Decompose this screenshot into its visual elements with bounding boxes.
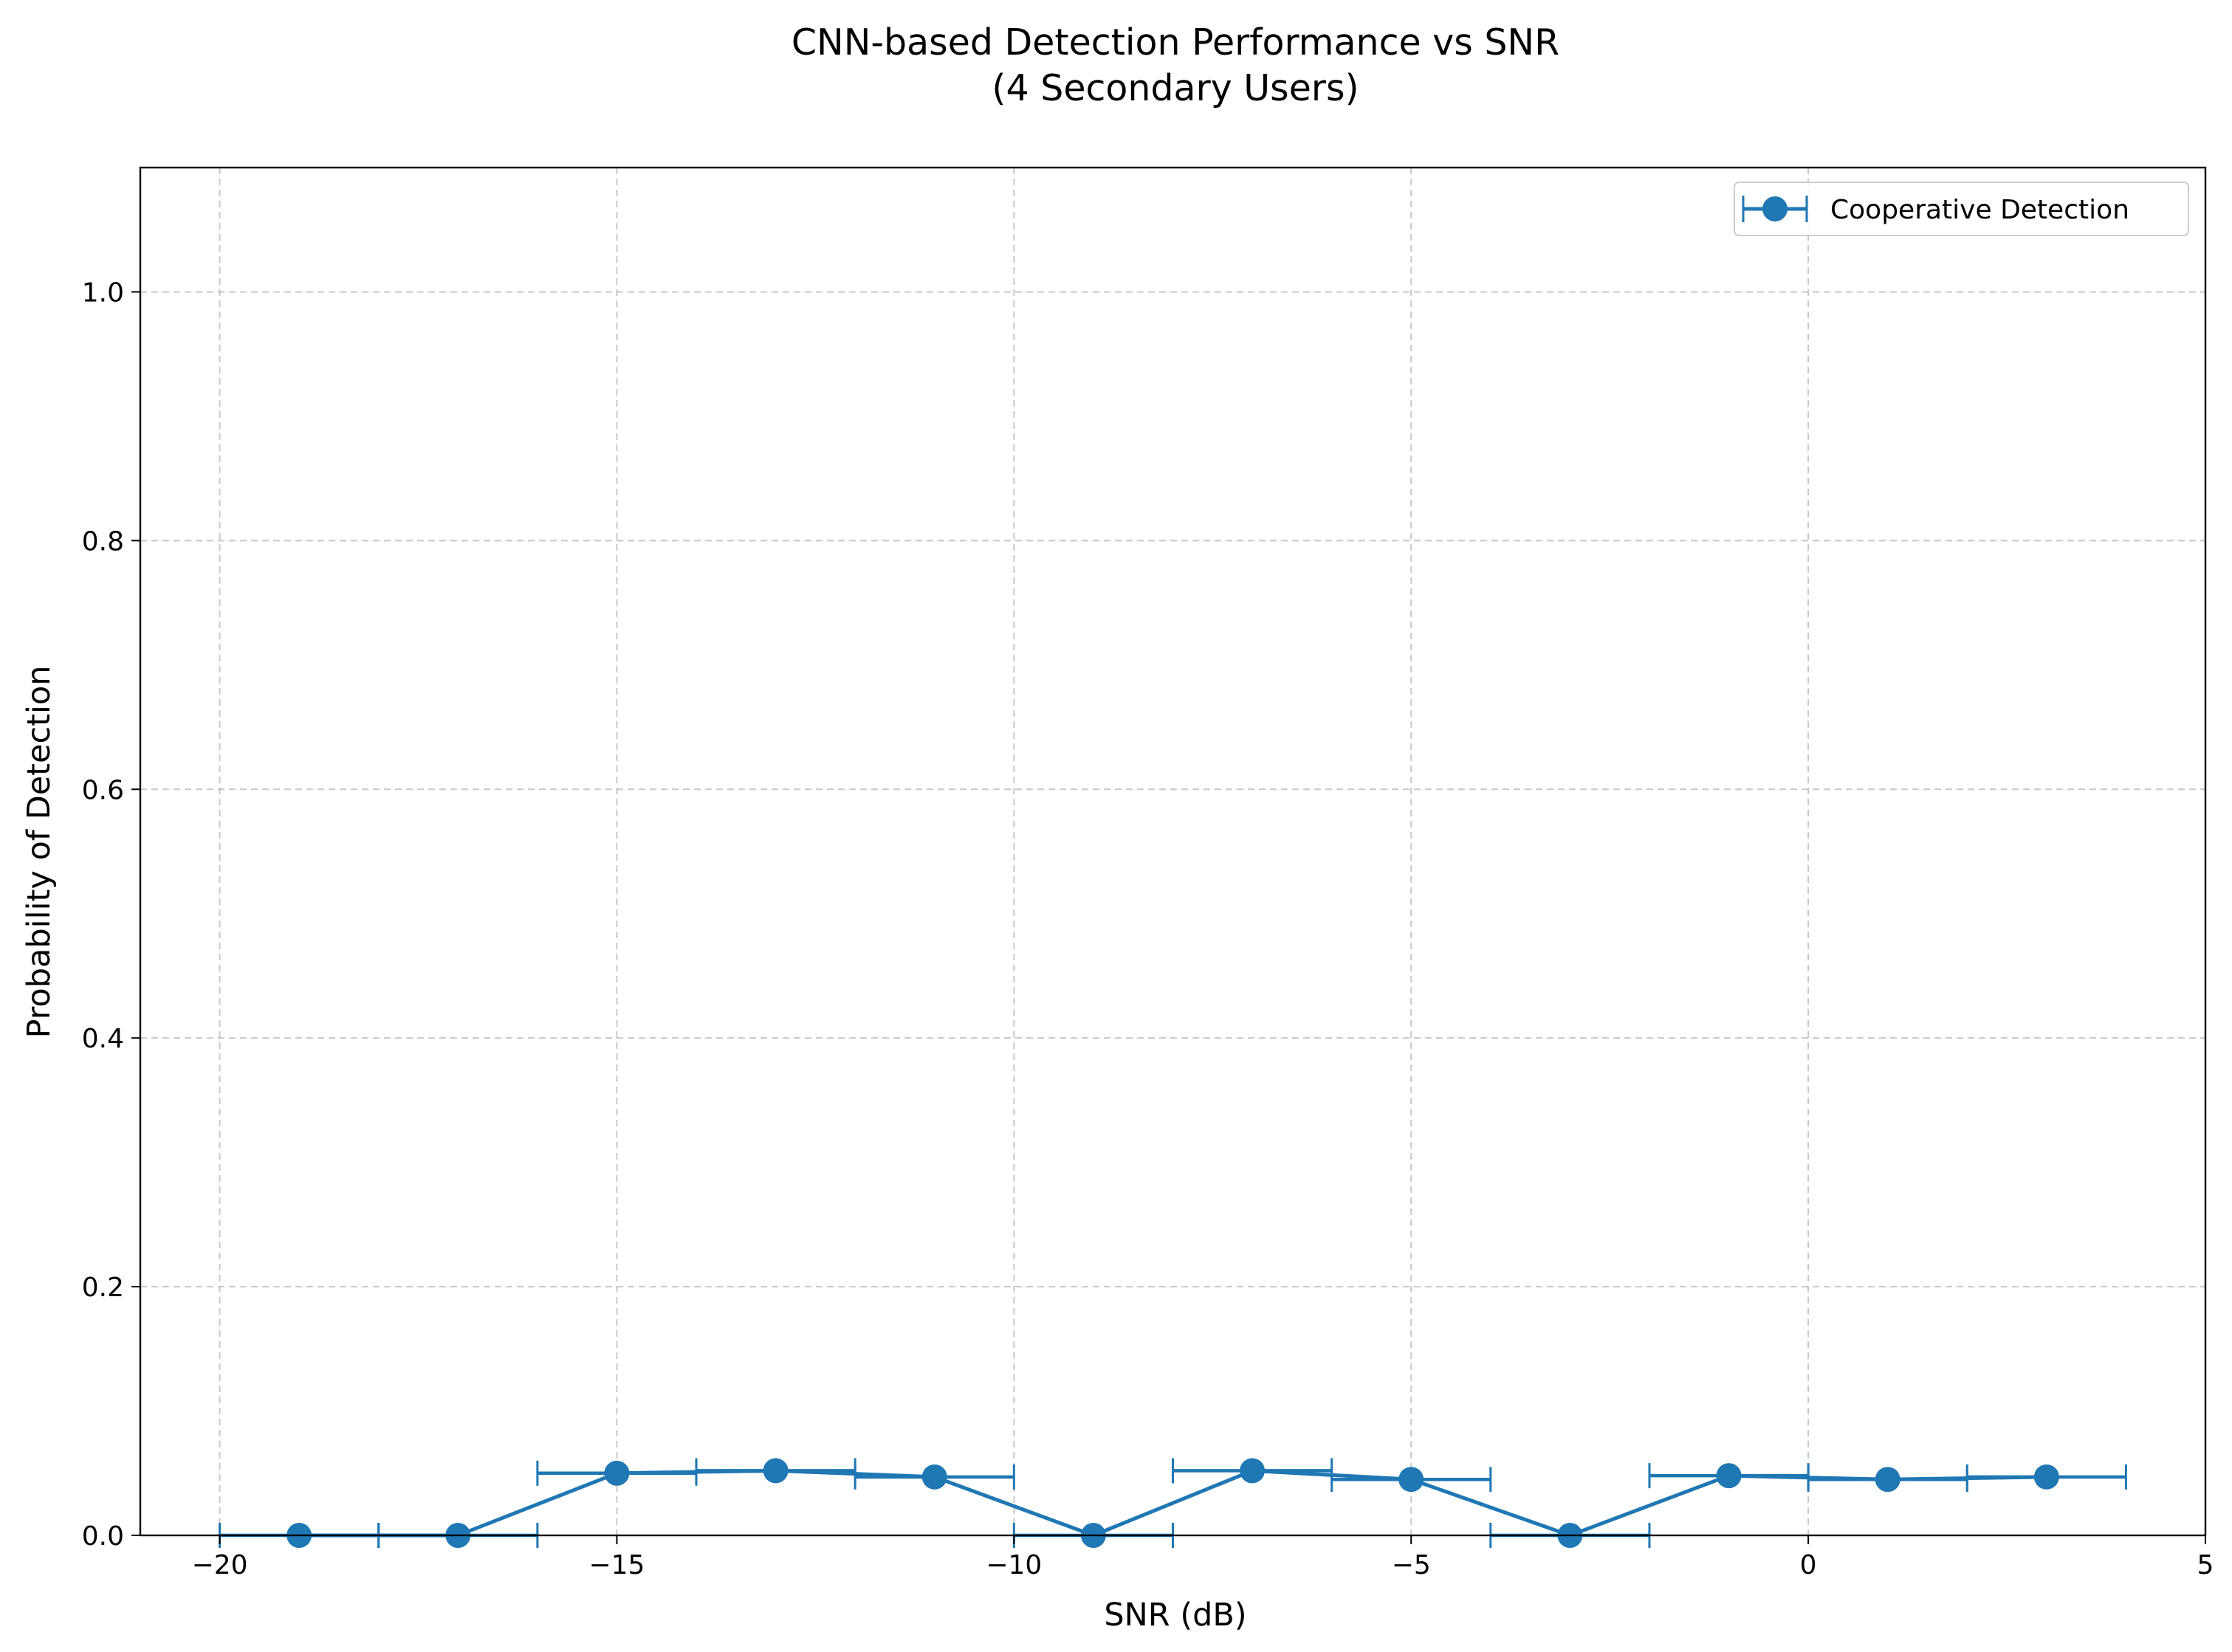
data-point bbox=[2033, 1464, 2059, 1490]
data-point bbox=[604, 1460, 630, 1486]
plot-frame bbox=[139, 166, 2207, 1537]
x-tick-label: −10 bbox=[986, 1550, 1042, 1580]
data-point bbox=[1875, 1467, 1900, 1493]
chart-title-line: (4 Secondary Users) bbox=[992, 67, 1359, 109]
x-tick-label: 5 bbox=[2197, 1550, 2214, 1580]
x-tick-label: −5 bbox=[1392, 1550, 1431, 1580]
y-tick-label: 0.2 bbox=[82, 1273, 124, 1303]
y-tick-label: 0.6 bbox=[82, 775, 124, 805]
series-layer bbox=[219, 1458, 2127, 1548]
legend-marker bbox=[1762, 196, 1788, 221]
legend-box bbox=[1734, 182, 2189, 236]
grid bbox=[140, 168, 2206, 1536]
y-tick-label: 0.0 bbox=[82, 1521, 124, 1552]
legend-label: Cooperative Detection bbox=[1830, 195, 2129, 225]
data-point bbox=[1240, 1458, 1266, 1484]
data-point bbox=[1716, 1463, 1742, 1489]
series-line bbox=[299, 1468, 2047, 1538]
y-tick-label: 1.0 bbox=[82, 278, 124, 308]
x-axis-label: SNR (dB) bbox=[1104, 1597, 1246, 1634]
legend: Cooperative Detection bbox=[1734, 182, 2189, 236]
data-point bbox=[1398, 1467, 1424, 1493]
x-tick-label: −15 bbox=[588, 1550, 645, 1580]
chart-title: CNN-based Detection Performance vs SNR (4… bbox=[791, 21, 1559, 109]
y-tick-label: 0.8 bbox=[82, 526, 124, 557]
data-point bbox=[921, 1464, 947, 1490]
x-axis: −20 −15 −10 −5 0 5 bbox=[192, 1535, 2214, 1580]
y-tick-label: 0.4 bbox=[82, 1024, 124, 1054]
data-point bbox=[763, 1458, 789, 1484]
x-tick-label: 0 bbox=[1800, 1550, 1817, 1580]
chart-title-line: CNN-based Detection Performance vs SNR bbox=[791, 21, 1559, 63]
x-tick-label: −20 bbox=[192, 1550, 248, 1580]
y-axis: 0.0 0.2 0.4 0.6 0.8 1.0 bbox=[82, 278, 140, 1552]
y-axis-label: Probability of Detection bbox=[21, 666, 58, 1039]
